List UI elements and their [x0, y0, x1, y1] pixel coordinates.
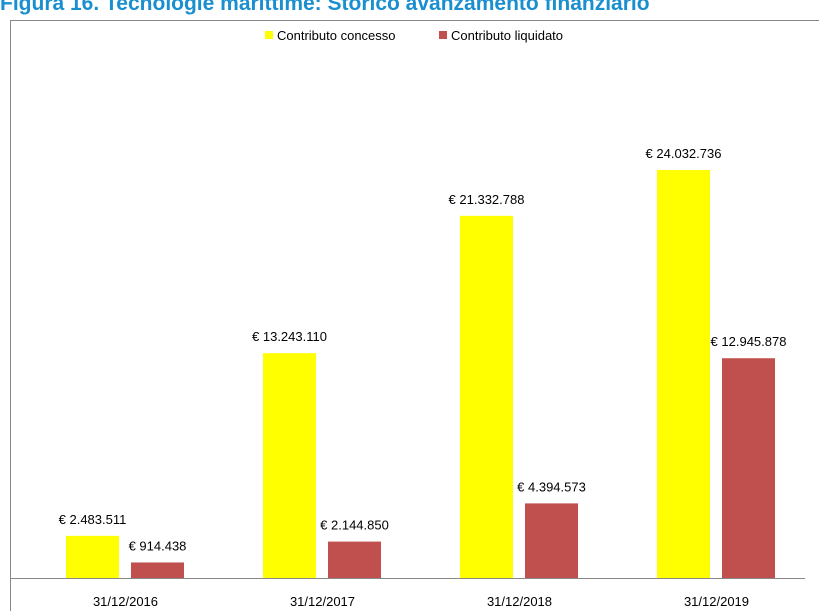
data-label: € 2.483.511 [59, 512, 127, 527]
bar [131, 562, 184, 578]
x-tick-label: 31/12/2018 [487, 594, 552, 609]
data-label: € 13.243.110 [252, 329, 327, 344]
legend-swatch [265, 31, 273, 39]
bar [722, 358, 775, 578]
data-label: € 4.394.573 [517, 479, 586, 494]
bar [66, 535, 119, 578]
data-label: € 24.032.736 [646, 146, 722, 161]
data-label: € 914.438 [129, 538, 187, 553]
data-label: € 12.945.878 [711, 334, 787, 349]
chart-title: Figura 16. Tecnologie marittime: Storico… [0, 0, 650, 15]
x-tick-label: 31/12/2019 [684, 594, 749, 609]
legend-label: Contributo concesso [277, 28, 396, 43]
data-label: € 21.332.788 [449, 192, 525, 207]
x-tick-label: 31/12/2016 [93, 594, 158, 609]
bar [657, 170, 710, 578]
bar [328, 541, 381, 578]
bar [460, 215, 513, 578]
x-tick-label: 31/12/2017 [290, 594, 355, 609]
legend-swatch [439, 31, 447, 39]
bar [525, 503, 578, 578]
data-label: € 2.144.850 [320, 518, 389, 533]
bar [263, 353, 316, 578]
legend-label: Contributo liquidato [451, 28, 563, 43]
